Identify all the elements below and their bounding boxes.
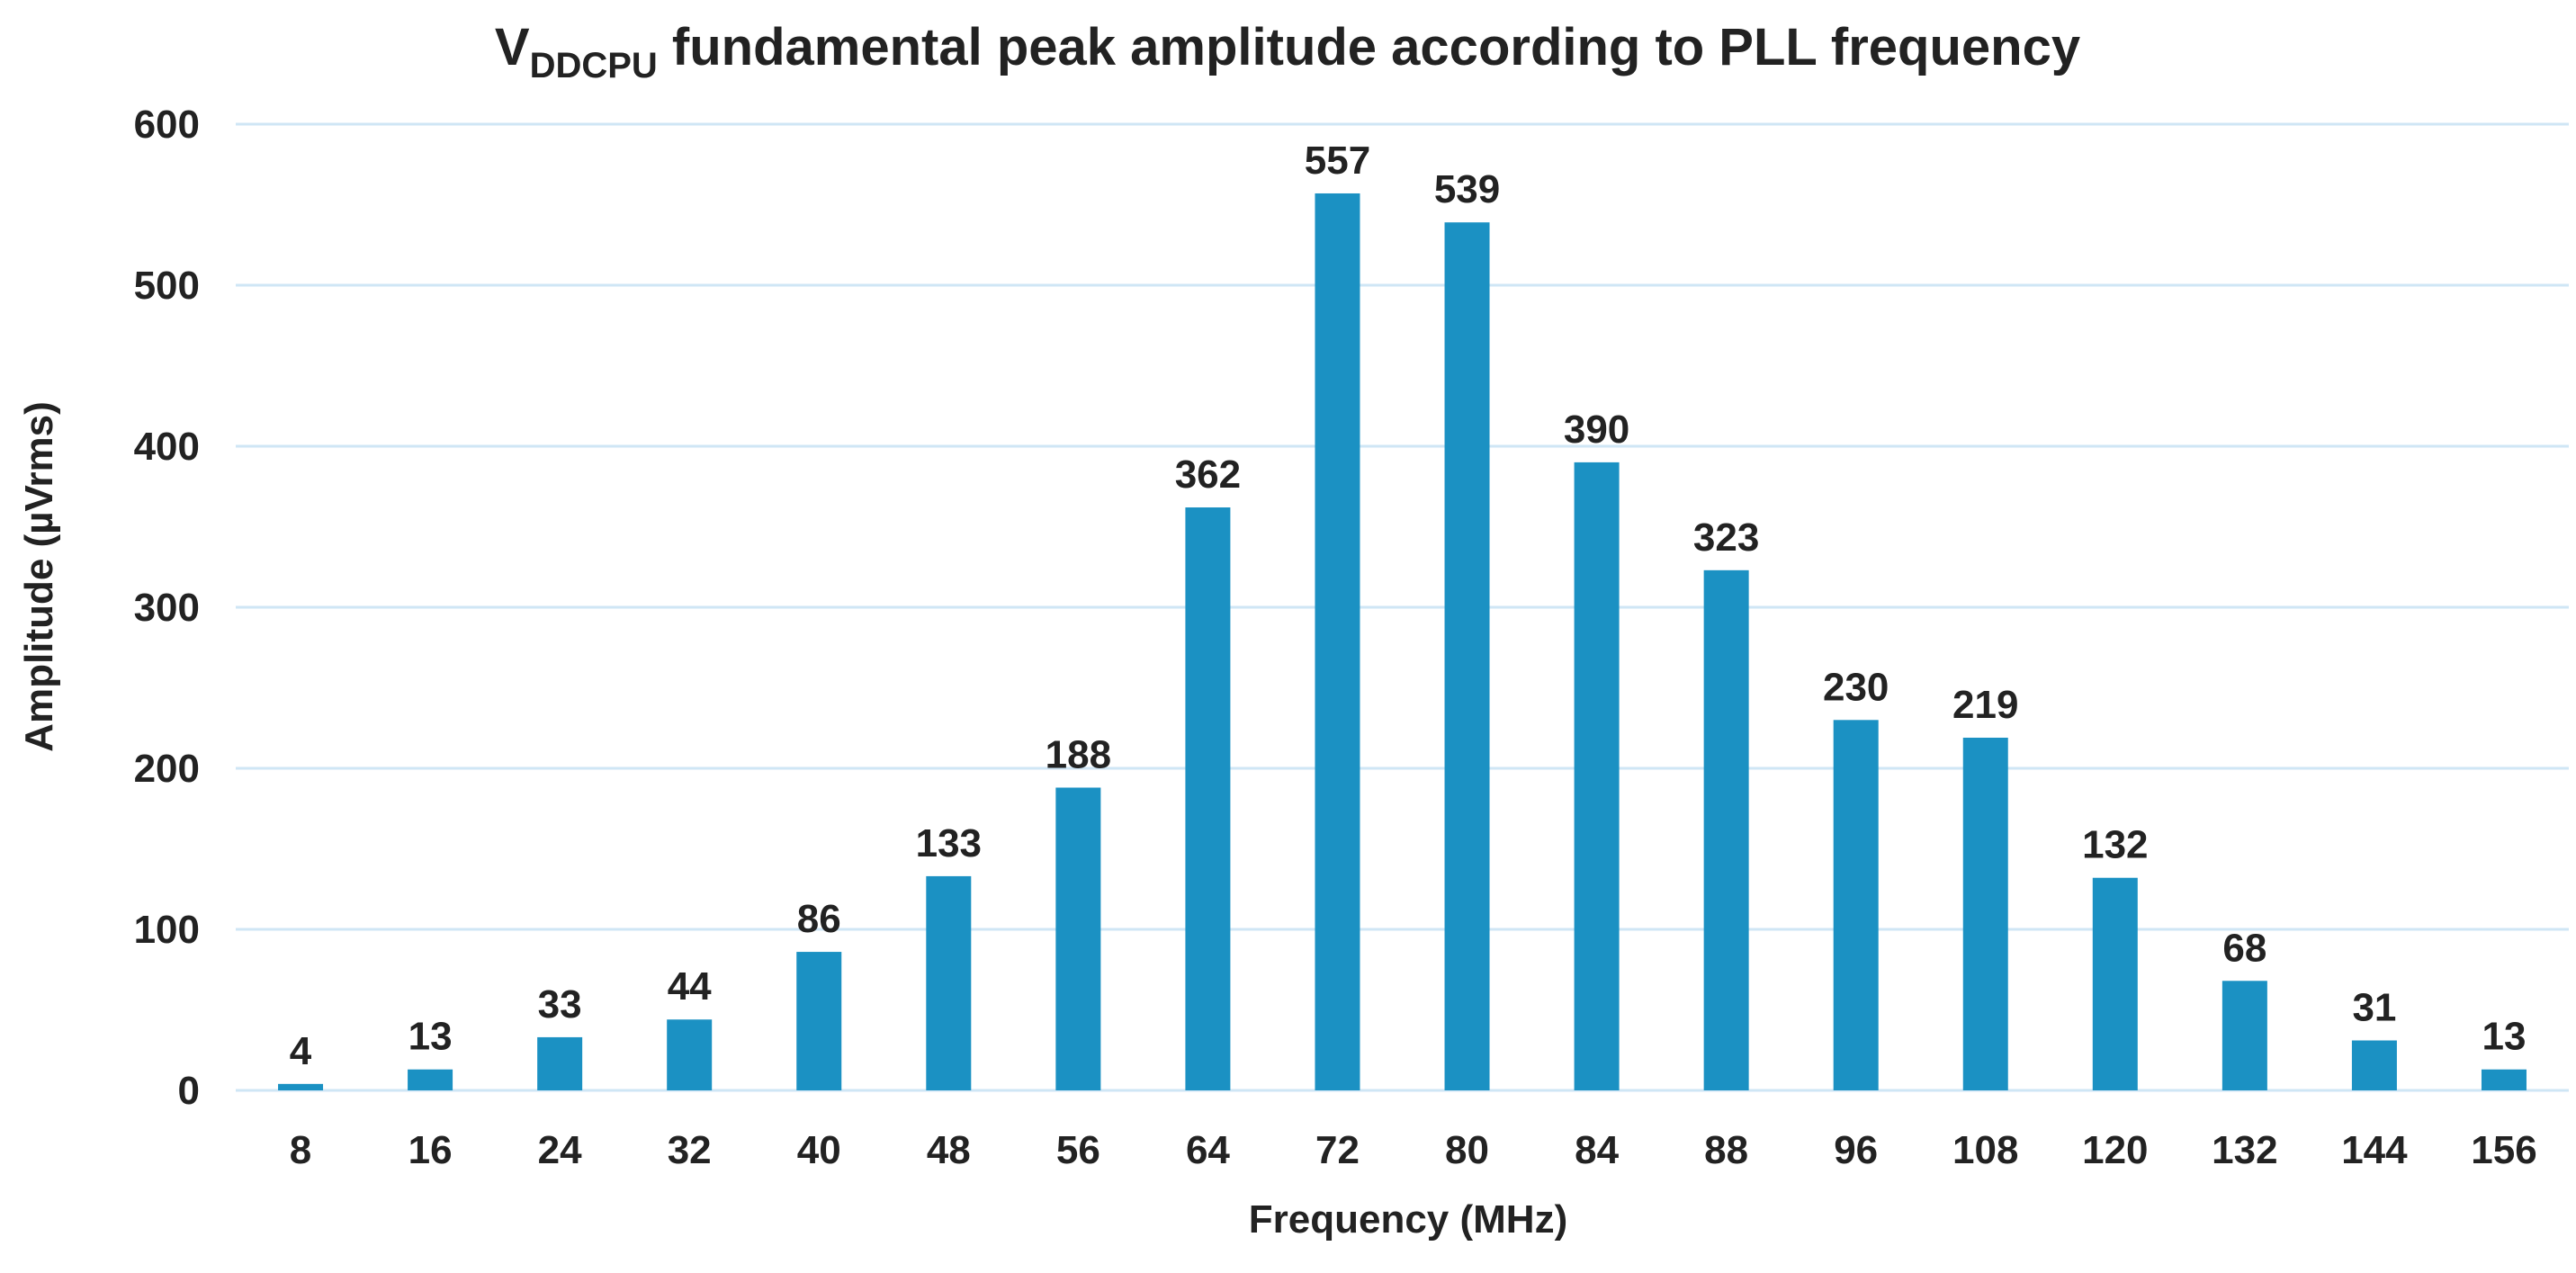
y-tick-label: 0: [178, 1069, 200, 1113]
chart-title: VDDCPU fundamental peak amplitude accord…: [495, 18, 2080, 85]
y-tick-label: 200: [134, 747, 200, 791]
bar-88: [1703, 569, 1749, 1090]
x-tick-label: 108: [1952, 1128, 2018, 1172]
data-label: 362: [1175, 453, 1241, 497]
x-axis-ticks: 8 16 24 32 40 48 56 64 72 80 84 88 96 108 120 132 144 156: [290, 1128, 2537, 1172]
chart-title-main: V: [495, 18, 530, 76]
data-label: 133: [916, 821, 982, 865]
x-tick-label: 72: [1315, 1128, 1360, 1172]
x-tick-label: 132: [2212, 1128, 2277, 1172]
bar-72: [1315, 193, 1360, 1091]
x-tick-label: 8: [290, 1128, 311, 1172]
data-label: 557: [1305, 139, 1370, 183]
x-tick-label: 84: [1575, 1128, 1619, 1172]
x-tick-label: 16: [408, 1128, 453, 1172]
bar-16: [408, 1069, 453, 1090]
gridlines: [236, 122, 2569, 1092]
data-label: 13: [408, 1015, 453, 1059]
x-axis-title: Frequency (MHz): [1249, 1197, 1567, 1242]
y-tick-label: 500: [134, 264, 200, 308]
x-tick-label: 64: [1186, 1128, 1230, 1172]
y-axis-title: Amplitude (µVrms): [17, 401, 61, 752]
y-tick-label: 100: [134, 908, 200, 952]
bar-84: [1574, 462, 1620, 1090]
chart-title-subscript: DDCPU: [530, 46, 658, 85]
y-axis-ticks: 0 100 200 300 400 500 600: [134, 103, 200, 1113]
data-label: 188: [1046, 732, 1111, 776]
y-tick-label: 300: [134, 586, 200, 630]
bar-80: [1444, 222, 1490, 1090]
data-label: 390: [1564, 408, 1629, 452]
bar-48: [926, 875, 972, 1090]
x-tick-label: 32: [668, 1128, 712, 1172]
data-label: 132: [2082, 823, 2148, 867]
bar-156: [2481, 1069, 2527, 1090]
x-tick-label: 88: [1704, 1128, 1748, 1172]
data-label: 219: [1952, 683, 2018, 727]
bars: [278, 193, 2527, 1091]
bar-24: [537, 1036, 583, 1090]
data-label: 4: [290, 1029, 312, 1073]
y-tick-label: 600: [134, 103, 200, 147]
data-label: 539: [1434, 167, 1500, 211]
data-label: 323: [1693, 515, 1759, 560]
bar-96: [1833, 720, 1879, 1090]
bar-8: [278, 1083, 324, 1090]
bar-32: [667, 1019, 713, 1090]
data-label: 68: [2222, 926, 2266, 970]
bar-132: [2221, 981, 2267, 1090]
x-tick-label: 56: [1056, 1128, 1100, 1172]
x-tick-label: 144: [2341, 1128, 2408, 1172]
x-tick-label: 40: [797, 1128, 841, 1172]
data-labels: 4 13 33 44 86 133 188 362 557 539 390 323 230 219 132 6…: [290, 139, 2527, 1073]
x-tick-label: 48: [927, 1128, 971, 1172]
data-label: 44: [668, 964, 712, 1009]
chart-title-rest: fundamental peak amplitude according to …: [658, 18, 2080, 76]
bar-144: [2351, 1040, 2397, 1090]
bar-120: [2092, 877, 2138, 1090]
data-label: 230: [1823, 665, 1889, 709]
data-label: 33: [538, 982, 582, 1026]
data-label: 31: [2352, 986, 2396, 1030]
x-tick-label: 80: [1445, 1128, 1489, 1172]
bar-40: [796, 952, 842, 1090]
x-tick-label: 96: [1834, 1128, 1878, 1172]
x-tick-label: 156: [2471, 1128, 2536, 1172]
data-label: 86: [797, 897, 841, 941]
x-tick-label: 120: [2082, 1128, 2148, 1172]
bar-108: [1962, 737, 2008, 1090]
bar-56: [1055, 787, 1101, 1090]
data-label: 13: [2482, 1015, 2526, 1059]
bar-64: [1185, 507, 1231, 1090]
x-tick-label: 24: [538, 1128, 582, 1172]
y-tick-label: 400: [134, 425, 200, 469]
